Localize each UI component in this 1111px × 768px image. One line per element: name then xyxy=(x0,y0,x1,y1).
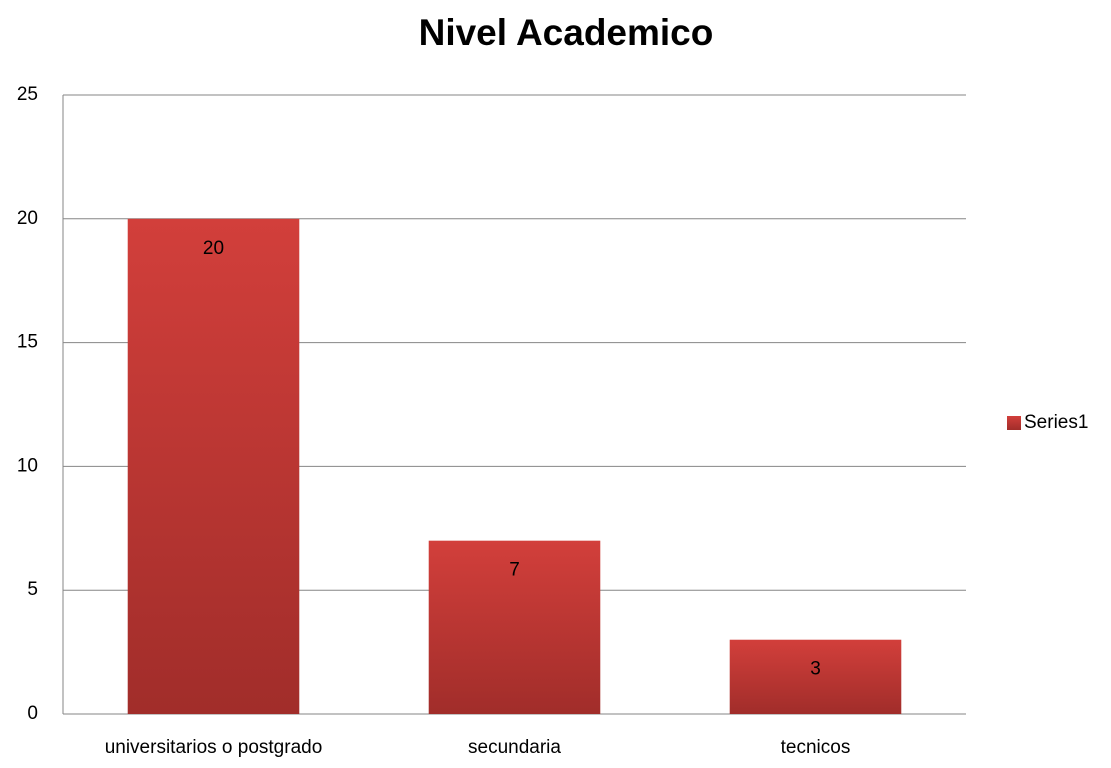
legend-swatch xyxy=(1007,416,1021,430)
y-tick-label: 0 xyxy=(27,703,38,724)
y-tick-label: 15 xyxy=(17,332,38,353)
bar xyxy=(729,639,902,714)
y-tick-label: 20 xyxy=(17,208,38,229)
x-tick-label: secundaria xyxy=(468,737,561,758)
data-label: 20 xyxy=(203,238,224,259)
y-tick-label: 25 xyxy=(17,84,38,105)
chart-title: Nivel Academico xyxy=(419,12,714,53)
bar xyxy=(428,540,601,714)
y-tick-label: 10 xyxy=(17,455,38,476)
legend-label: Series1 xyxy=(1024,412,1088,433)
data-label: 7 xyxy=(509,560,520,581)
x-tick-label: universitarios o postgrado xyxy=(105,737,323,758)
x-tick-label: tecnicos xyxy=(781,737,851,758)
data-label: 3 xyxy=(810,659,821,680)
y-tick-label: 5 xyxy=(27,579,38,600)
bar xyxy=(127,218,300,715)
